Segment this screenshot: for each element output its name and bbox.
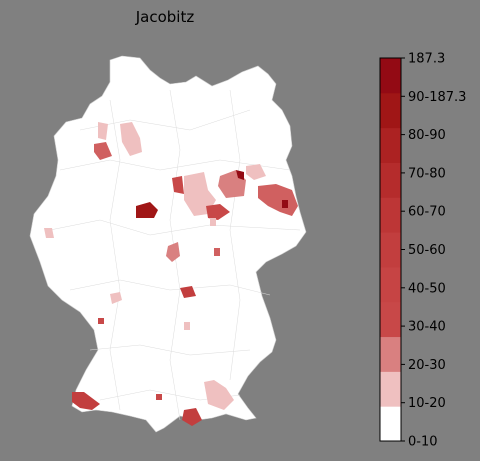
- district-region: [94, 142, 112, 160]
- colorbar-swatch: [380, 406, 401, 442]
- district-region: [282, 200, 288, 208]
- district-region: [166, 242, 180, 262]
- district-region: [110, 292, 122, 304]
- district-region: [210, 218, 216, 226]
- colorbar-tick-label: 80-90: [408, 128, 446, 143]
- district-region: [182, 408, 202, 426]
- district-region: [184, 322, 190, 330]
- colorbar-swatch: [380, 371, 401, 407]
- district-region: [98, 318, 104, 324]
- colorbar-tick-label: 10-20: [408, 396, 446, 411]
- colorbar-swatch: [380, 266, 401, 303]
- colorbar-tick-label: 187.3: [408, 52, 445, 67]
- colorbar-swatch: [380, 127, 401, 163]
- district-region: [172, 176, 184, 194]
- district-region: [44, 228, 54, 238]
- colorbar-tick-label: 20-30: [408, 358, 446, 373]
- colorbar-swatch: [380, 58, 401, 94]
- map-title: Jacobitz: [135, 8, 195, 26]
- colorbar-tick-label: 90-187.3: [408, 90, 466, 105]
- district-region: [214, 248, 220, 256]
- district-region: [180, 286, 196, 298]
- colorbar-tick-label: 70-80: [408, 166, 446, 181]
- colorbar-swatch: [380, 336, 401, 372]
- colorbar-tick-label: 0-10: [408, 435, 438, 450]
- district-region: [246, 164, 266, 180]
- district-region: [136, 202, 158, 218]
- district-region: [156, 394, 162, 400]
- district-region: [206, 204, 230, 220]
- colorbar-swatches: [380, 58, 401, 442]
- colorbar-tick-label: 60-70: [408, 205, 446, 220]
- district-region: [72, 392, 100, 410]
- colorbar-swatch: [380, 197, 401, 233]
- district-region: [204, 380, 234, 410]
- colorbar-ticks: 0-10 10-20 20-30 30-40 40-50 50-60 60-70 70-80 8…: [401, 52, 466, 450]
- district-region: [184, 172, 216, 216]
- colorbar-tick-label: 50-60: [408, 243, 446, 258]
- district-region: [236, 170, 244, 180]
- colorbar-swatch: [380, 92, 401, 129]
- colorbar-swatch: [380, 162, 401, 198]
- colorbar-tick-label: 30-40: [408, 320, 446, 335]
- district-region: [98, 122, 108, 140]
- colorbar-swatch: [380, 232, 401, 268]
- colorbar-swatch: [380, 301, 401, 338]
- colorbar-tick-label: 40-50: [408, 281, 446, 296]
- district-region: [120, 122, 142, 156]
